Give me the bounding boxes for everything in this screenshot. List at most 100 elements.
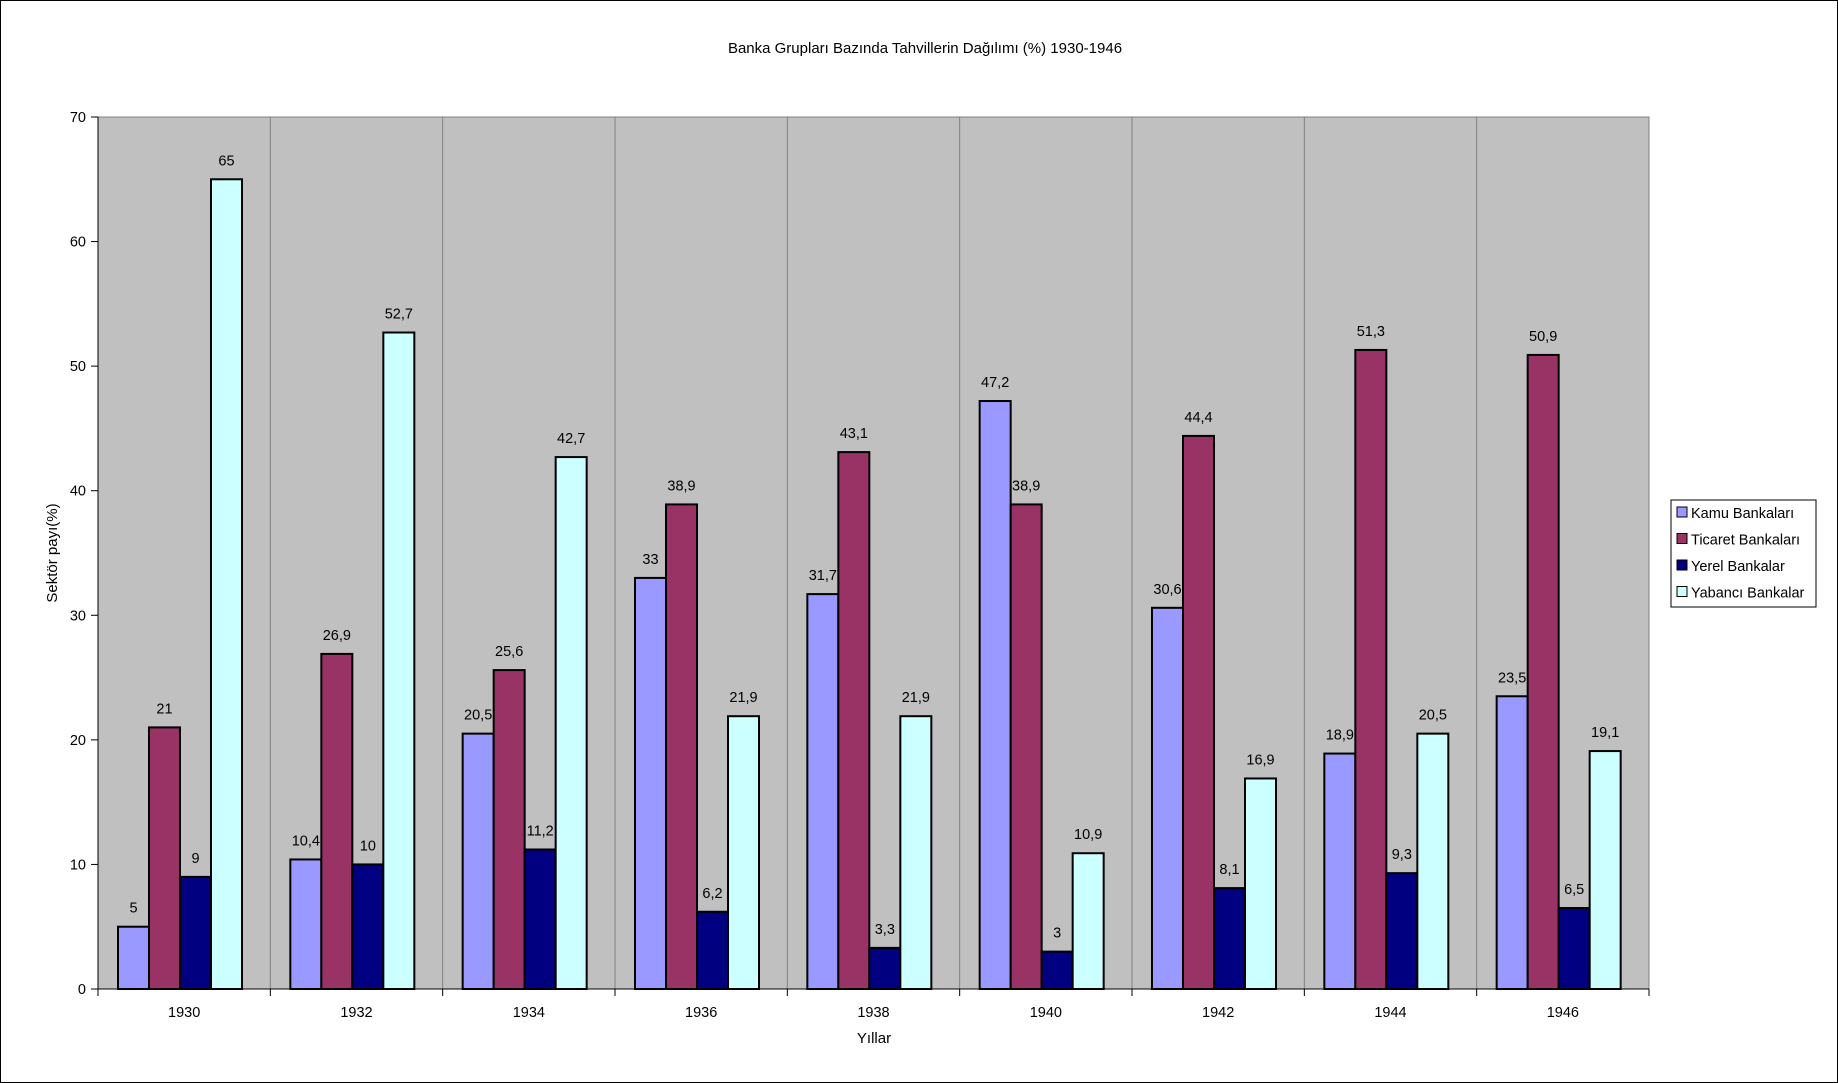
bar-ticaret-bankaları-1942 (1182, 434, 1215, 991)
data-label: 18,9 (1326, 728, 1354, 744)
legend: Kamu Bankaları Ticaret Bankaları Yerel Ban… (1670, 499, 1817, 608)
data-label: 11,2 (527, 823, 554, 839)
y-tick-label: 0 (78, 982, 86, 998)
bar-ticaret-bankaları-1930 (148, 726, 181, 991)
bar-kamu-bankaları-1940 (978, 400, 1012, 991)
bar-ticaret-bankaları-1940 (1009, 503, 1043, 990)
legend-label: Yerel Bankalar (1691, 559, 1785, 575)
data-label: 26,9 (323, 628, 351, 644)
bar-yabancı-bankalar-1946 (1588, 750, 1622, 990)
bar-kamu-bankaları-1936 (634, 576, 667, 991)
data-label: 21,9 (902, 690, 930, 706)
bar-yabancı-bankalar-1938 (899, 715, 933, 991)
data-label: 47,2 (981, 375, 1009, 391)
data-label: 51,3 (1357, 324, 1385, 340)
bar-yabancı-bankalar-1934 (554, 456, 588, 990)
legend-swatch (1676, 586, 1688, 597)
y-axis-label: Sektör payı(%) (44, 503, 61, 602)
legend-swatch (1676, 559, 1688, 571)
bar-yerel-bankalar-1944 (1385, 872, 1419, 990)
x-axis-label: Yıllar (857, 1030, 891, 1047)
y-tick-label: 10 (70, 857, 86, 873)
x-tick-label: 1944 (1374, 1005, 1406, 1021)
data-label: 20,5 (464, 708, 492, 724)
y-tick-label: 50 (70, 359, 86, 375)
data-label: 30,6 (1153, 582, 1181, 598)
bar-yerel-bankalar-1932 (351, 863, 385, 991)
bar-kamu-bankaları-1930 (117, 925, 150, 991)
data-label: 25,6 (495, 644, 523, 660)
data-label: 8,1 (1219, 862, 1239, 878)
x-tick-label: 1940 (1030, 1005, 1062, 1021)
bar-yerel-bankalar-1942 (1213, 887, 1246, 991)
bar-ticaret-bankaları-1946 (1526, 353, 1560, 990)
data-label: 10,4 (292, 833, 320, 849)
y-tick-label: 20 (70, 733, 86, 749)
data-label: 6,2 (702, 886, 722, 902)
legend-box (1670, 499, 1817, 608)
data-label: 21,9 (729, 690, 757, 706)
bar-ticaret-bankaları-1932 (320, 652, 354, 990)
data-labels: 5 10,4 20,5 33 31,7 47,2 30,6 18,9 23,5 21 26,9 25,… (129, 153, 1619, 941)
bar-ticaret-bankaları-1936 (665, 503, 698, 990)
data-label: 3 (1053, 926, 1061, 942)
bar-yerel-bankalar-1940 (1040, 950, 1074, 991)
x-axis-ticks: 1930 1932 1934 1936 1938 1940 1942 1944 1946 (97, 989, 1650, 1021)
axes (97, 117, 1649, 990)
bar-yerel-bankalar-1938 (868, 946, 902, 990)
data-label: 16,9 (1246, 752, 1274, 768)
data-label: 43,1 (840, 426, 868, 442)
bar-kamu-bankaları-1944 (1323, 752, 1357, 990)
bar-kamu-bankaları-1932 (289, 858, 323, 991)
data-label: 19,1 (1591, 725, 1619, 741)
x-tick-label: 1938 (857, 1005, 889, 1021)
bar-ticaret-bankaları-1934 (492, 669, 526, 991)
data-label: 52,7 (385, 307, 413, 323)
data-label: 42,7 (557, 431, 585, 447)
x-tick-label: 1946 (1547, 1005, 1579, 1021)
data-label: 9 (191, 851, 199, 867)
chart-title: Banka Grupları Bazında Tahvillerin Dağıl… (728, 40, 1122, 57)
bar-yabancı-bankalar-1940 (1071, 852, 1105, 991)
data-label: 31,7 (809, 568, 837, 584)
data-label: 6,5 (1564, 882, 1584, 898)
data-label: 33 (642, 552, 658, 568)
data-label: 65 (218, 153, 234, 169)
bar-yerel-bankalar-1946 (1557, 907, 1591, 990)
y-axis-ticks: 0 10 20 30 40 50 60 70 (70, 110, 98, 998)
x-tick-label: 1930 (168, 1005, 200, 1021)
plot-area (97, 116, 1650, 990)
legend-swatch (1676, 533, 1688, 544)
y-tick-label: 40 (70, 484, 86, 500)
bar-yabancı-bankalar-1942 (1244, 777, 1277, 991)
data-label: 44,4 (1184, 410, 1212, 426)
category-dividers (269, 117, 1478, 989)
data-label: 10,9 (1074, 827, 1102, 843)
x-tick-label: 1942 (1202, 1005, 1234, 1021)
bar-ticaret-bankaları-1938 (837, 451, 871, 990)
legend-swatch (1676, 506, 1688, 518)
bar-kamu-bankaları-1942 (1151, 606, 1184, 990)
y-tick-label: 30 (70, 608, 86, 624)
bar-yabancı-bankalar-1932 (382, 331, 416, 991)
bar-kamu-bankaları-1938 (806, 593, 840, 990)
bar-yabancı-bankalar-1930 (210, 178, 243, 991)
bar-yerel-bankalar-1930 (179, 875, 212, 991)
x-tick-label: 1934 (513, 1005, 545, 1021)
data-label: 23,5 (1498, 670, 1526, 686)
bar-yabancı-bankalar-1936 (727, 715, 760, 991)
data-label: 3,3 (875, 922, 895, 938)
data-label: 10 (360, 838, 376, 854)
bar-yabancı-bankalar-1944 (1416, 732, 1450, 991)
legend-label: Yabancı Bankalar (1691, 586, 1805, 602)
bar-kamu-bankaları-1946 (1495, 695, 1529, 990)
data-label: 20,5 (1419, 708, 1447, 724)
x-tick-label: 1936 (685, 1005, 717, 1021)
data-label: 38,9 (1012, 478, 1040, 494)
bar-ticaret-bankaları-1944 (1354, 348, 1388, 991)
data-label: 5 (129, 901, 137, 917)
bar-yerel-bankalar-1934 (523, 848, 557, 990)
data-label: 21 (156, 701, 172, 717)
data-label: 9,3 (1392, 847, 1412, 863)
